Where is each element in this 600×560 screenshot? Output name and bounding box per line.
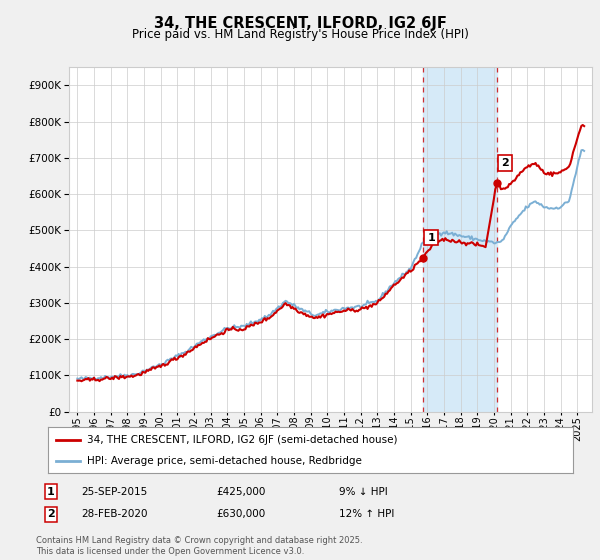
Bar — [423, 67, 497, 412]
Text: £425,000: £425,000 — [216, 487, 265, 497]
Text: 2: 2 — [501, 158, 509, 168]
Text: 12% ↑ HPI: 12% ↑ HPI — [339, 509, 394, 519]
Text: Price paid vs. HM Land Registry's House Price Index (HPI): Price paid vs. HM Land Registry's House … — [131, 28, 469, 41]
Text: Contains HM Land Registry data © Crown copyright and database right 2025.
This d: Contains HM Land Registry data © Crown c… — [36, 536, 362, 556]
Text: 1: 1 — [47, 487, 55, 497]
Text: HPI: Average price, semi-detached house, Redbridge: HPI: Average price, semi-detached house,… — [88, 456, 362, 466]
Text: 2: 2 — [47, 509, 55, 519]
Text: 1: 1 — [427, 232, 435, 242]
Text: 9% ↓ HPI: 9% ↓ HPI — [339, 487, 388, 497]
Text: 25-SEP-2015: 25-SEP-2015 — [81, 487, 147, 497]
Text: £630,000: £630,000 — [216, 509, 265, 519]
Text: 34, THE CRESCENT, ILFORD, IG2 6JF: 34, THE CRESCENT, ILFORD, IG2 6JF — [154, 16, 446, 31]
Text: 28-FEB-2020: 28-FEB-2020 — [81, 509, 148, 519]
Text: 34, THE CRESCENT, ILFORD, IG2 6JF (semi-detached house): 34, THE CRESCENT, ILFORD, IG2 6JF (semi-… — [88, 435, 398, 445]
